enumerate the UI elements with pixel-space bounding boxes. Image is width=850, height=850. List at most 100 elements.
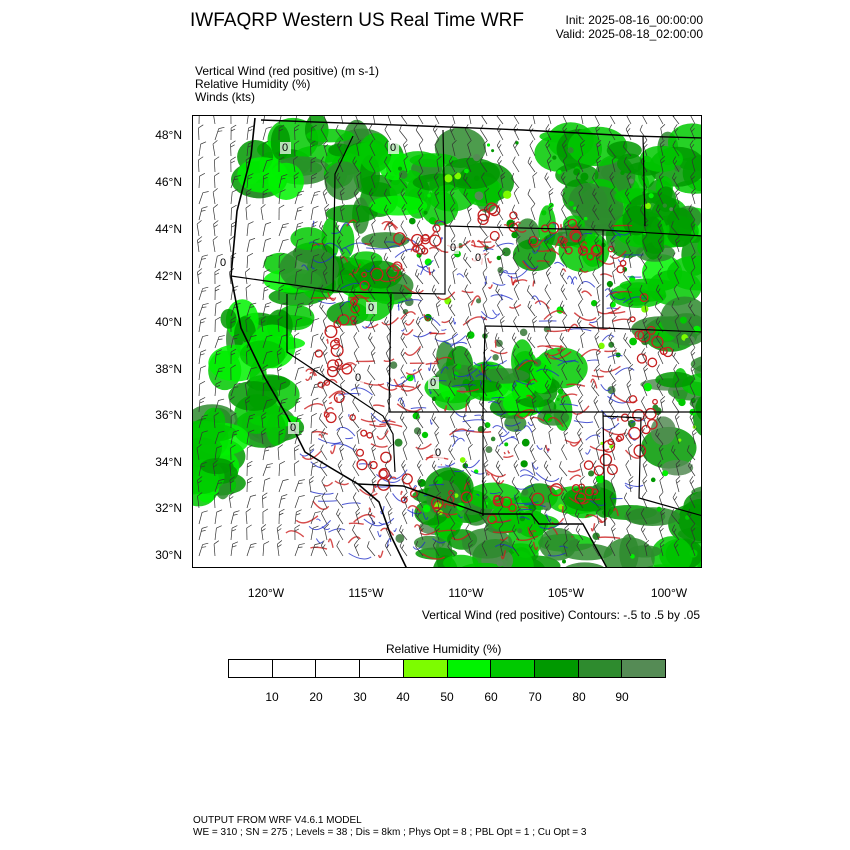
humidity-speck [496,255,502,261]
wind-barb [214,398,225,413]
wind-barb [447,397,456,413]
wind-barb [414,269,424,285]
wind-barb [623,332,632,349]
wind-barb [230,444,236,461]
wind-barb [309,444,315,461]
updraft-contour [369,423,387,428]
wind-barb [415,284,424,301]
humidity-patch [701,269,702,289]
downdraft-contour [422,512,429,520]
downdraft-contour [559,403,579,407]
wind-barb [294,206,304,221]
contour-label-box [280,142,291,154]
updraft-contour [310,297,334,300]
wind-barb [529,524,536,541]
wind-barb [385,492,392,509]
wind-barb [545,332,552,349]
updraft-contour [486,472,490,476]
wind-barb [515,235,521,253]
humidity-speck [473,175,480,181]
colorbar-tick: 50 [440,690,454,704]
updraft-contour [628,395,638,404]
humidity-patch [415,547,458,560]
updraft-contour [401,473,413,485]
wind-barb [262,508,269,525]
wind-barb [403,139,408,157]
lon-label: 120°W [247,586,285,600]
humidity-speck [644,202,652,210]
updraft-contour [636,353,648,364]
updraft-contour [579,247,588,256]
wind-barb [214,430,225,445]
footer-model-line: OUTPUT FROM WRF V4.6.1 MODEL [193,815,362,826]
updraft-contour [586,252,595,261]
wind-barb [401,380,408,397]
wind-barb [608,204,616,221]
humidity-patch [325,204,378,224]
downdraft-contour [482,248,494,252]
humidity-speck [464,168,469,174]
humidity-speck [491,149,495,153]
updraft-contour [295,515,319,524]
updraft-contour [566,383,586,387]
wind-barb [512,348,520,365]
wind-barb [384,140,392,157]
wind-barb [657,268,664,285]
wind-barb [417,332,424,349]
updraft-contour [341,363,353,375]
downdraft-contour [312,220,315,227]
humidity-speck [474,191,484,201]
wind-barb [399,412,408,429]
downdraft-contour [475,374,492,382]
wind-barb [499,316,505,333]
wind-barb [400,252,408,269]
humidity-speck [552,155,557,160]
wind-barb [214,381,222,397]
updraft-contour [569,438,582,447]
humidity-speck [595,474,605,484]
wind-barb [369,316,376,333]
colorbar-tick: 70 [528,690,542,704]
downdraft-contour [581,281,596,288]
updraft-contour [372,484,377,493]
updraft-contour [329,445,336,455]
updraft-contour [528,235,539,246]
wind-barb [370,347,376,365]
humidity-speck [556,397,560,401]
contour-label-box [288,422,299,434]
wind-barb [246,335,257,349]
wind-barb [277,540,283,557]
updraft-contour [396,403,422,413]
updraft-contour [529,416,545,422]
wind-barb [245,396,251,413]
wind-barb [262,188,269,205]
wind-barb [689,380,696,397]
wind-barb [367,508,376,525]
humidity-speck [504,442,509,447]
downdraft-contour [331,231,341,235]
wind-barb [278,508,285,525]
humidity-speck [427,193,431,198]
wind-barb [431,412,440,429]
wind-barb [451,347,457,365]
humidity-speck [492,354,499,361]
wind-barb [690,267,696,285]
humidity-speck [557,388,564,395]
wind-barb [260,204,266,221]
downdraft-contour [315,538,324,544]
wind-barb [575,412,584,429]
wind-barb [310,269,318,285]
wind-barb [367,364,376,381]
updraft-contour [346,219,357,227]
wind-barb [294,366,305,381]
contour-label-box [473,252,484,264]
wind-barb [214,316,221,333]
wind-barb [515,395,521,413]
wind-barb [688,316,696,333]
wind-barb [214,172,220,189]
humidity-patch [462,528,513,559]
wind-barb [660,508,666,525]
humidity-speck [422,504,431,513]
wind-barb [212,188,218,205]
wind-barb [246,116,250,125]
